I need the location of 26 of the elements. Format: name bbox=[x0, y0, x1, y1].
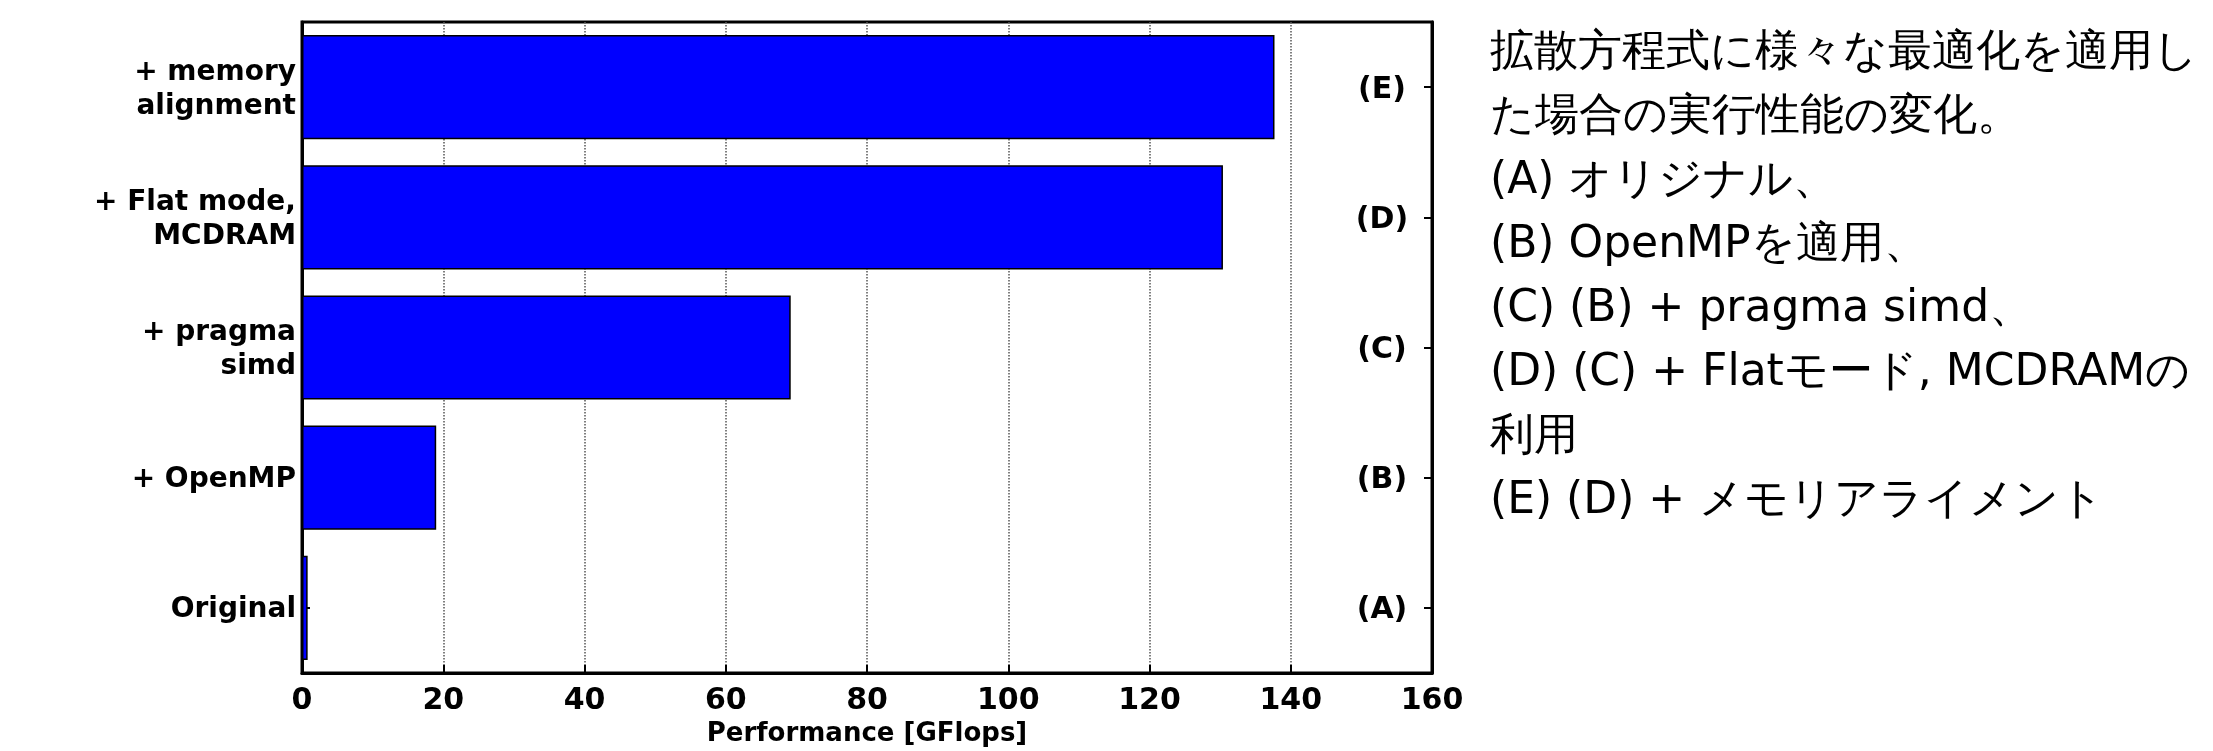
x-axis-title: Performance [GFlops] bbox=[706, 717, 1028, 747]
x-tick-label: 80 bbox=[846, 680, 888, 716]
text: (D) (C) + Flatモード, MCDRAMの利用 bbox=[1490, 343, 2192, 461]
text: (E) (D) + メモリアライメント bbox=[1490, 471, 2106, 525]
x-tick-label: 60 bbox=[704, 680, 747, 716]
annotation: (E) bbox=[1358, 69, 1406, 105]
annotation: (A) bbox=[1356, 590, 1408, 626]
annotation: (D) bbox=[1355, 199, 1409, 235]
y-tick-label: + memory alignment bbox=[134, 53, 296, 121]
x-tick-label: 40 bbox=[563, 680, 606, 716]
x-tick-label: 160 bbox=[1400, 680, 1464, 716]
text: (A) オリジナル、 bbox=[1490, 151, 1839, 205]
text: (C) (B) + pragma simd、 bbox=[1490, 279, 2035, 333]
x-tick-label: 100 bbox=[976, 680, 1040, 716]
x-tick-label: 120 bbox=[1118, 680, 1181, 716]
annotation: (B) bbox=[1356, 460, 1408, 496]
y-tick-label: + Flat mode, MCDRAM bbox=[93, 183, 296, 251]
x-tick-label: 140 bbox=[1259, 680, 1323, 716]
x-tick-label: 20 bbox=[422, 680, 465, 716]
annotation: (C) bbox=[1357, 330, 1407, 365]
text: (B) OpenMPを適用、 bbox=[1490, 215, 1929, 269]
y-tick-label: Original bbox=[170, 591, 296, 625]
text: 拡散方程式に様々な最適化を適用した場合の実行性能の変化。 bbox=[1490, 23, 2199, 141]
y-tick-label: + pragma simd bbox=[141, 314, 296, 381]
y-tick-label: + OpenMP bbox=[131, 461, 296, 495]
x-tick-label: 0 bbox=[291, 680, 313, 716]
